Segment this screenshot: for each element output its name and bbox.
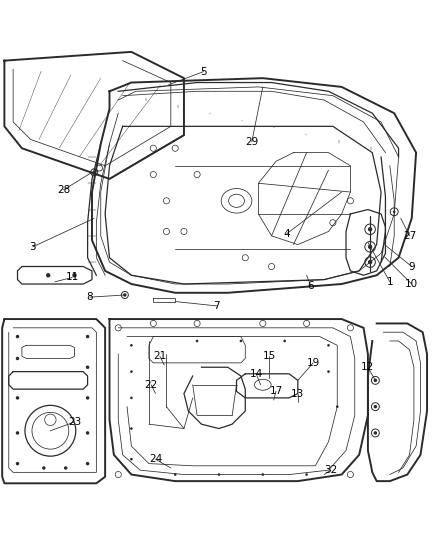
Circle shape (86, 335, 89, 338)
Circle shape (336, 405, 339, 408)
Circle shape (86, 462, 89, 465)
Circle shape (16, 335, 19, 338)
Circle shape (393, 211, 396, 213)
Text: 1: 1 (386, 277, 393, 287)
Circle shape (240, 340, 242, 342)
Text: 21: 21 (153, 351, 166, 361)
Circle shape (261, 473, 264, 476)
Circle shape (374, 431, 377, 435)
Text: 8: 8 (86, 292, 93, 302)
Circle shape (130, 344, 133, 346)
Text: 13: 13 (291, 389, 304, 399)
Circle shape (374, 378, 377, 382)
Circle shape (130, 397, 133, 399)
Text: 14: 14 (250, 369, 263, 379)
Text: 19: 19 (307, 358, 320, 368)
Text: 32: 32 (324, 465, 337, 475)
Circle shape (196, 340, 198, 342)
Circle shape (86, 396, 89, 400)
Circle shape (327, 370, 330, 373)
Text: 11: 11 (66, 272, 79, 282)
Circle shape (368, 260, 372, 264)
Circle shape (16, 462, 19, 465)
Circle shape (368, 245, 372, 249)
Text: 23: 23 (68, 417, 81, 427)
Circle shape (16, 396, 19, 400)
Text: 27: 27 (403, 231, 416, 241)
Circle shape (174, 473, 177, 476)
Circle shape (86, 431, 89, 435)
Text: 17: 17 (269, 386, 283, 397)
Circle shape (46, 273, 50, 278)
Text: 9: 9 (408, 262, 415, 271)
Text: 7: 7 (213, 301, 220, 311)
Text: 29: 29 (245, 136, 258, 147)
Circle shape (92, 171, 96, 174)
Text: 4: 4 (283, 229, 290, 239)
Text: 5: 5 (200, 67, 207, 77)
Circle shape (218, 473, 220, 476)
Text: 10: 10 (405, 279, 418, 289)
Text: 24: 24 (149, 454, 162, 464)
Text: 12: 12 (361, 362, 374, 372)
Circle shape (72, 273, 77, 278)
Circle shape (86, 366, 89, 369)
Circle shape (42, 466, 46, 470)
Circle shape (374, 405, 377, 408)
Circle shape (130, 458, 133, 461)
Circle shape (130, 370, 133, 373)
Circle shape (368, 227, 372, 231)
Circle shape (327, 344, 330, 346)
Circle shape (16, 431, 19, 435)
Text: 15: 15 (263, 351, 276, 361)
Text: 28: 28 (57, 185, 70, 195)
Text: 22: 22 (145, 379, 158, 390)
Text: 6: 6 (307, 281, 314, 291)
Text: 3: 3 (29, 242, 36, 252)
Circle shape (130, 427, 133, 430)
Circle shape (283, 340, 286, 342)
Circle shape (64, 466, 67, 470)
Circle shape (305, 473, 308, 476)
Circle shape (16, 357, 19, 360)
Circle shape (123, 293, 127, 297)
